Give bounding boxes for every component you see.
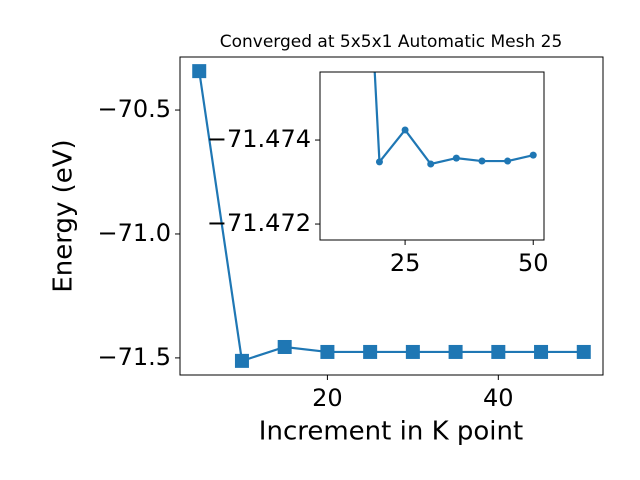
marker	[192, 64, 207, 79]
marker	[320, 344, 335, 359]
series-line	[198, 70, 584, 363]
marker	[576, 344, 591, 359]
x-axis-label: Increment in K point	[259, 417, 523, 447]
marker	[478, 157, 486, 165]
plot-area	[373, 72, 537, 168]
marker	[405, 344, 420, 359]
y-tick-label: −71.472	[207, 209, 311, 237]
x-tick-label: 40	[483, 384, 514, 412]
marker	[277, 339, 292, 354]
marker	[452, 154, 460, 162]
marker	[234, 353, 249, 368]
plot-background	[320, 72, 544, 240]
marker	[401, 126, 409, 134]
marker	[529, 151, 537, 159]
marker	[375, 158, 383, 166]
y-tick-label: −71.474	[207, 125, 311, 153]
y-tick-label: −71.5	[97, 343, 171, 371]
y-tick-label: −71.0	[97, 219, 171, 247]
chart-title: Converged at 5x5x1 Automatic Mesh 25	[220, 32, 563, 52]
x-tick-label: 25	[390, 249, 421, 277]
marker	[427, 160, 435, 168]
axes-frame	[179, 56, 604, 376]
y-axis-label: Energy (eV)	[49, 139, 79, 292]
marker	[448, 344, 463, 359]
marker	[534, 344, 549, 359]
x-tick-label: 50	[518, 249, 549, 277]
series-line	[373, 72, 534, 166]
x-tick-label: 20	[312, 384, 343, 412]
marker	[491, 344, 506, 359]
y-tick-label: −70.5	[97, 95, 171, 123]
plot-area	[192, 64, 591, 368]
marker	[504, 157, 512, 165]
marker	[363, 344, 378, 359]
axes-frame	[319, 71, 545, 241]
